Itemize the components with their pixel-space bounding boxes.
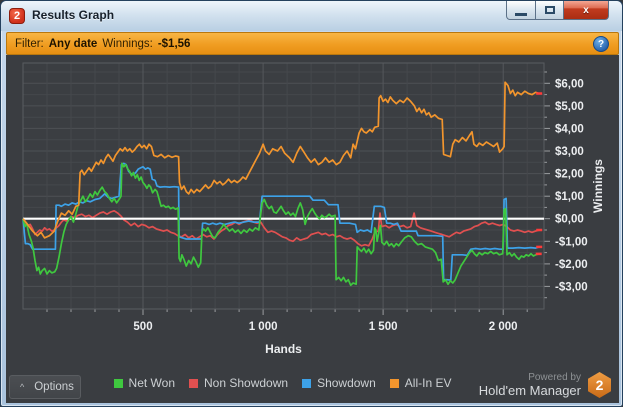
chart-legend: Net Won Non Showdown Showdown All-In EV bbox=[113, 376, 452, 390]
winnings-label: Winnings: bbox=[102, 37, 153, 50]
legend-label: All-In EV bbox=[404, 376, 452, 390]
title-bar[interactable]: 2 Results Graph x bbox=[1, 1, 622, 31]
svg-text:$6,00: $6,00 bbox=[555, 78, 584, 90]
svg-text:-$1,00: -$1,00 bbox=[555, 236, 588, 248]
legend-swatch-icon bbox=[389, 378, 399, 388]
legend-item: Showdown bbox=[302, 376, 376, 390]
minimize-button[interactable] bbox=[506, 1, 536, 20]
options-button[interactable]: ^ Options bbox=[9, 375, 81, 399]
legend-label: Net Won bbox=[128, 376, 175, 390]
legend-swatch-icon bbox=[113, 378, 123, 388]
svg-text:$4,00: $4,00 bbox=[555, 123, 584, 135]
help-icon[interactable]: ? bbox=[593, 36, 609, 52]
filter-bar[interactable]: Filter: Any date Winnings: -$1,56 ? bbox=[6, 32, 619, 55]
window-title: Results Graph bbox=[32, 8, 115, 22]
filter-label: Filter: bbox=[15, 37, 44, 50]
winnings-value: -$1,56 bbox=[157, 37, 191, 50]
legend-swatch-icon bbox=[189, 378, 198, 388]
svg-text:1 500: 1 500 bbox=[369, 321, 398, 333]
series-non-showdown bbox=[22, 209, 540, 247]
chart-canvas[interactable]: 500 1 000 1 500 2 000 $6,00 $5,00 $4,00 $3,00 $2… bbox=[6, 55, 619, 363]
maximize-button[interactable] bbox=[536, 1, 564, 20]
svg-text:$1,00: $1,00 bbox=[555, 191, 584, 203]
svg-text:500: 500 bbox=[133, 321, 152, 333]
legend-item: All-In EV bbox=[389, 376, 452, 390]
hm2-logo-icon: 2 bbox=[588, 372, 611, 398]
legend-label: Non Showdown bbox=[204, 376, 289, 390]
svg-text:$0,00: $0,00 bbox=[555, 214, 584, 226]
filter-value: Any date bbox=[48, 37, 98, 50]
minimize-icon bbox=[515, 12, 527, 16]
hm2-app-icon: 2 bbox=[9, 8, 25, 24]
legend-swatch-icon bbox=[302, 378, 312, 388]
powered-by: Powered by Hold'em Manager 2 bbox=[479, 372, 611, 398]
legend-item: Net Won bbox=[113, 376, 175, 390]
results-chart[interactable]: 500 1 000 1 500 2 000 $6,00 $5,00 $4,00 $3,00 $2… bbox=[6, 55, 619, 363]
svg-text:1 000: 1 000 bbox=[249, 321, 278, 333]
chevron-up-icon: ^ bbox=[20, 382, 25, 392]
bottom-bar: ^ Options Net Won Non Showdown Showdown All… bbox=[6, 363, 619, 403]
svg-text:$3,00: $3,00 bbox=[555, 146, 584, 158]
series-net-won bbox=[22, 162, 539, 287]
series-all-in-ev bbox=[22, 81, 540, 239]
svg-text:$5,00: $5,00 bbox=[555, 101, 584, 113]
powered-by-label: Powered by bbox=[528, 372, 581, 383]
options-label: Options bbox=[34, 381, 74, 393]
svg-text:$2,00: $2,00 bbox=[555, 169, 584, 181]
y-axis-title: Winnings bbox=[591, 159, 605, 213]
series-showdown bbox=[22, 162, 540, 281]
svg-text:-$2,00: -$2,00 bbox=[555, 259, 588, 271]
svg-text:-$3,00: -$3,00 bbox=[555, 281, 588, 293]
svg-text:2 000: 2 000 bbox=[489, 321, 518, 333]
x-axis-title: Hands bbox=[265, 342, 302, 356]
holdem-manager-label: Hold'em Manager bbox=[478, 383, 581, 398]
legend-item: Non Showdown bbox=[189, 376, 288, 390]
close-button[interactable]: x bbox=[564, 1, 609, 20]
maximize-icon bbox=[544, 6, 555, 14]
legend-label: Showdown bbox=[317, 376, 376, 390]
